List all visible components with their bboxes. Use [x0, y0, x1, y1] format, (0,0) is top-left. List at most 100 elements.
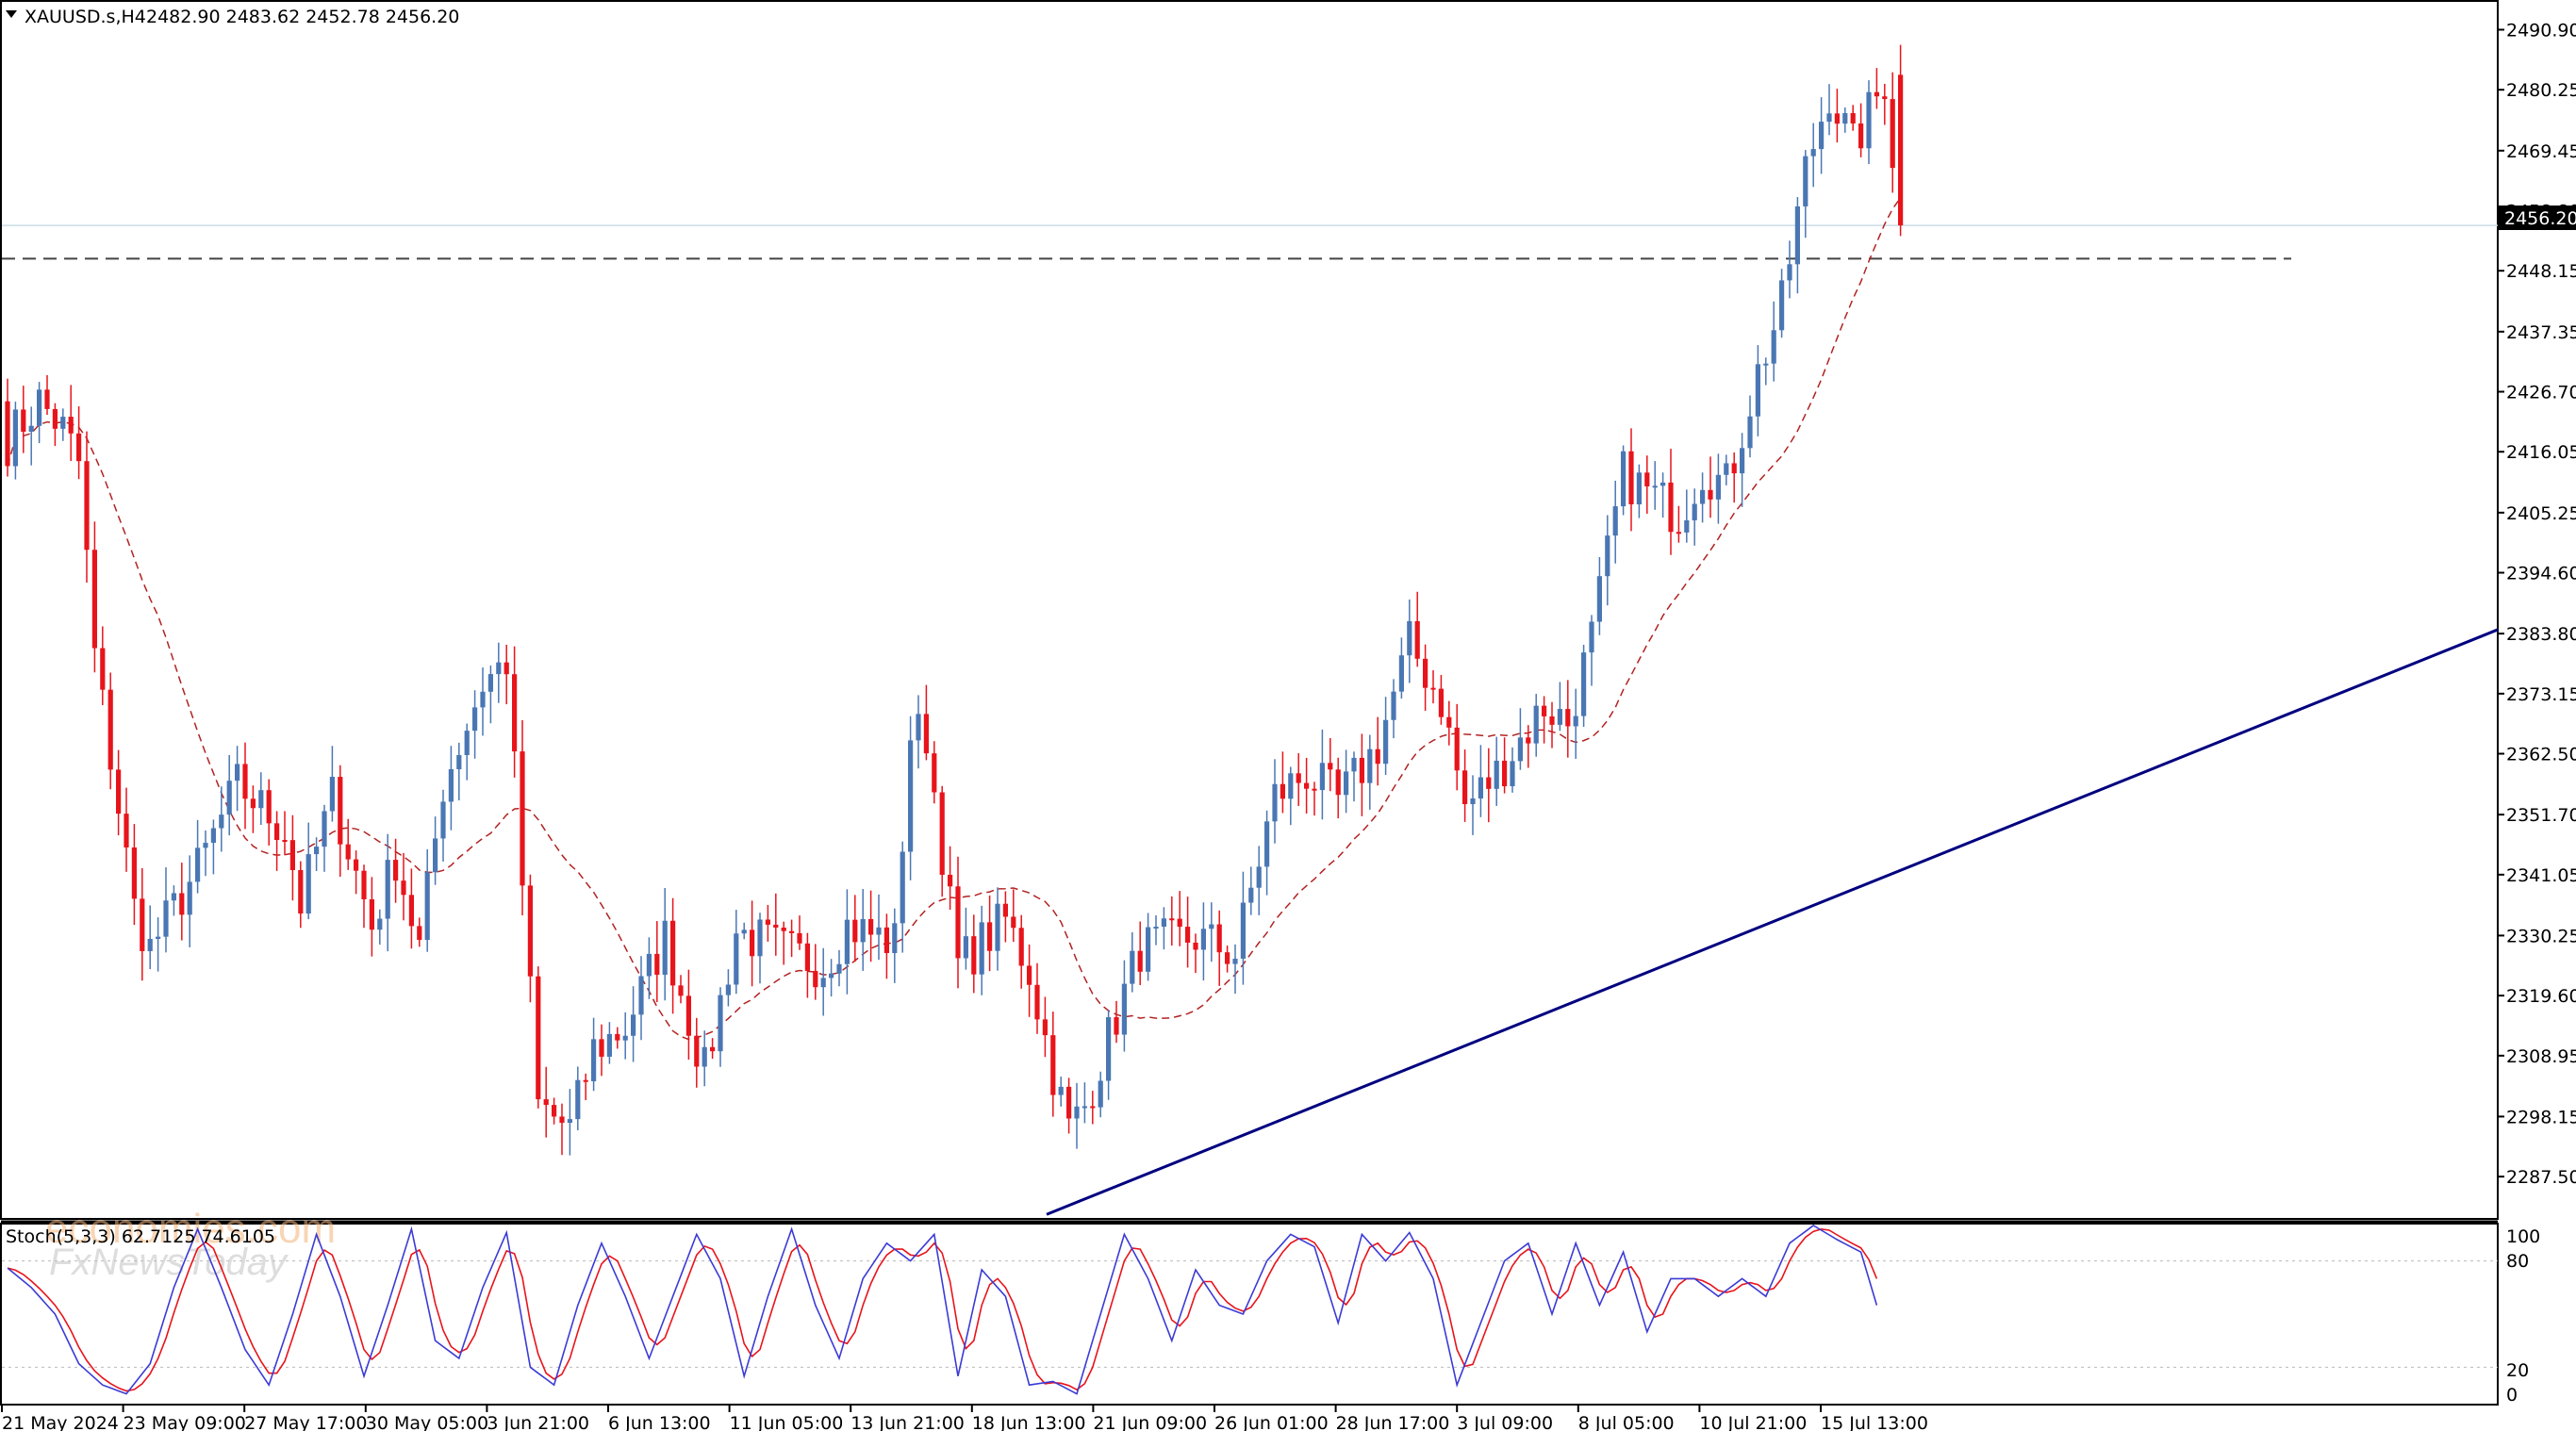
moving-average-line [7, 197, 1902, 1041]
candle-body [298, 870, 304, 914]
y-tick-label: 2448.15 [2506, 261, 2576, 282]
x-tick-label: 11 Jun 05:00 [730, 1413, 844, 1431]
candle-body [1225, 952, 1230, 964]
candle-body [1850, 113, 1856, 123]
candle-body [575, 1079, 581, 1120]
candle-body [472, 707, 478, 732]
candle-body [289, 840, 295, 871]
candle-body [338, 777, 343, 845]
candle-body [1011, 916, 1016, 929]
y-tick-label: 2383.80 [2506, 624, 2576, 645]
candle-body [678, 985, 684, 996]
candle-body [1391, 691, 1396, 720]
candle-body [536, 976, 541, 1100]
stoch-pane-frame [0, 1223, 2499, 1406]
candle-body [1779, 280, 1785, 331]
candle-body [552, 1105, 557, 1117]
candle-body [876, 927, 882, 935]
x-tick-label: 6 Jun 13:00 [608, 1413, 711, 1431]
candle-body [1740, 448, 1745, 474]
candle-body [52, 408, 58, 429]
candle-body [1098, 1080, 1103, 1108]
candle-body [354, 859, 359, 871]
ma-path [7, 197, 1902, 1041]
candle-body [44, 389, 50, 409]
candle-body [1423, 658, 1428, 688]
candle-body [68, 417, 74, 434]
candle-body [1462, 770, 1468, 805]
y-tick-label: 2362.50 [2506, 745, 2576, 765]
y-tick-label: 2416.05 [2506, 442, 2576, 463]
candle-body [5, 401, 10, 467]
candle-body [1185, 927, 1191, 943]
candle-body [1486, 777, 1492, 789]
candle-body [813, 970, 818, 988]
candle-body [91, 550, 97, 649]
candle-body [163, 900, 169, 937]
candle-body [1794, 206, 1800, 265]
candle-body [195, 847, 201, 882]
y-tick-label: 2437.35 [2506, 322, 2576, 343]
candle-body [1106, 1017, 1112, 1081]
y-tick-label: 2480.25 [2506, 80, 2576, 101]
symbol-dropdown-icon[interactable] [6, 10, 17, 18]
candle-body [408, 895, 414, 927]
candle-body [1810, 149, 1816, 156]
candle-body [187, 881, 192, 915]
candle-body [1858, 123, 1864, 149]
candle-body [1644, 472, 1650, 486]
candle-body [305, 854, 311, 914]
stoch-main-line [7, 1225, 1878, 1395]
candle-body [314, 847, 320, 855]
candle-body [829, 973, 834, 979]
candle-body [781, 928, 786, 931]
candle-body [1557, 709, 1562, 725]
candle-body [1596, 576, 1602, 622]
candle-body [1542, 705, 1547, 716]
candle-body [1058, 1086, 1064, 1095]
y-tick-label: 2469.45 [2506, 141, 2576, 162]
candle-body [559, 1116, 565, 1124]
candle-body [622, 1035, 628, 1041]
candle-body [900, 851, 905, 924]
candle-body [1589, 621, 1594, 653]
watermark-economies: economies.com [45, 1206, 336, 1252]
candle-body [923, 714, 929, 754]
candle-body [1161, 918, 1166, 928]
candle-body [361, 870, 367, 899]
candle-body [892, 923, 898, 954]
candle-body [685, 995, 691, 1036]
candle-body [1510, 761, 1515, 787]
candle-body [1446, 716, 1452, 728]
x-tick-label: 21 May 2024 [2, 1413, 119, 1431]
candle-body [883, 927, 889, 954]
candle-body [1359, 757, 1364, 783]
candle-body [1573, 716, 1578, 727]
candle-body [852, 919, 858, 943]
candle-body [1082, 1106, 1087, 1109]
stoch-signal-line [7, 1227, 1878, 1392]
candle-body [1834, 113, 1840, 124]
ohlc-values: 2482.90 2483.62 2452.78 2456.20 [146, 7, 459, 27]
x-tick-label: 23 May 09:00 [124, 1413, 246, 1431]
candle-body [1193, 942, 1198, 950]
support-trendline[interactable] [1046, 628, 2499, 1216]
candle-body [1177, 918, 1182, 928]
candle-body [1319, 763, 1325, 791]
candle-body [1304, 782, 1310, 789]
candle-body [520, 751, 525, 886]
candle-body [543, 1099, 549, 1106]
x-tick-label: 3 Jun 21:00 [487, 1413, 589, 1431]
candle-body [258, 790, 264, 809]
candle-body [725, 984, 731, 995]
x-tick-label: 15 Jul 13:00 [1821, 1413, 1928, 1431]
candle-body [417, 926, 422, 941]
candle-body [955, 886, 961, 959]
candle-body [1407, 620, 1412, 656]
stoch-level-100: 100 [2506, 1226, 2540, 1247]
candle-body [1130, 950, 1135, 984]
candle-body [1668, 482, 1674, 533]
x-tick-label: 21 Jun 09:00 [1093, 1413, 1207, 1431]
candle-body [765, 919, 770, 925]
